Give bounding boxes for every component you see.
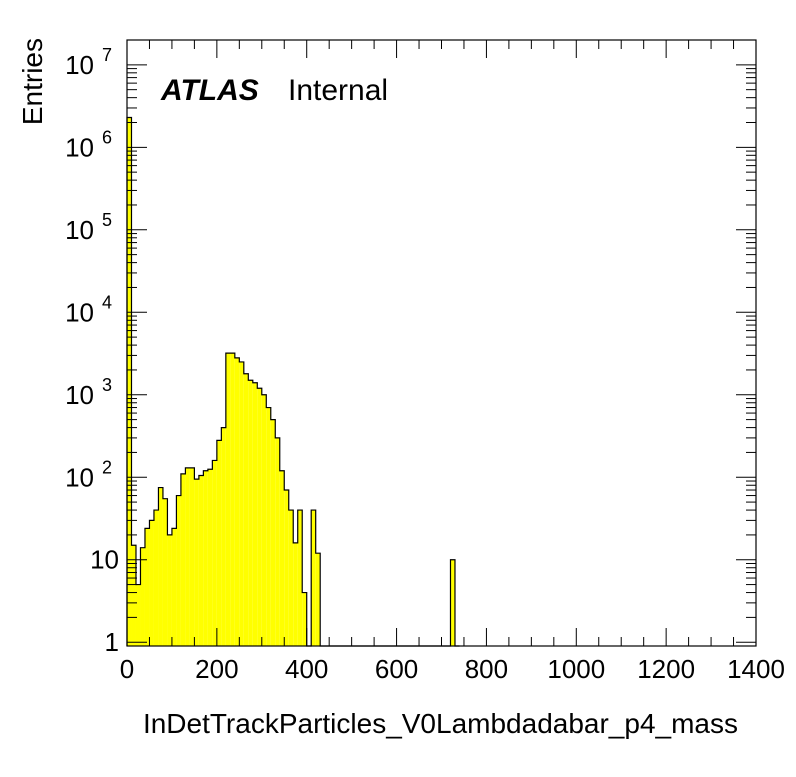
x-tick-label: 1400 <box>727 654 785 684</box>
histogram-bin <box>230 353 235 646</box>
histogram-bin <box>243 373 249 646</box>
y-tick-exponent: 2 <box>102 457 112 477</box>
histogram-bin <box>127 117 132 646</box>
histogram-bin <box>288 510 294 646</box>
histogram-bin <box>225 353 231 646</box>
histogram-bin <box>315 553 321 646</box>
y-axis: 1 10 10 2 10 3 10 4 10 5 10 6 10 7 <box>65 39 756 657</box>
histogram-bin <box>185 467 190 646</box>
y-tick-label: 10 <box>65 380 94 410</box>
y-tick-label: 10 <box>65 462 94 492</box>
histogram-bin <box>297 510 303 646</box>
histogram-bars <box>127 117 455 646</box>
histogram-bin <box>261 394 267 646</box>
histogram-bin <box>189 467 195 646</box>
x-tick-label: 400 <box>285 654 328 684</box>
y-tick-exponent: 4 <box>102 292 112 312</box>
histogram-bin <box>198 475 204 646</box>
histogram-bin <box>234 357 240 646</box>
y-tick-label: 1 <box>105 627 119 657</box>
histogram-bin <box>153 510 159 646</box>
y-tick-exponent: 6 <box>102 127 112 147</box>
x-tick-label: 1000 <box>547 654 605 684</box>
histogram-bin <box>131 545 136 646</box>
histogram-bin <box>450 559 455 646</box>
x-tick-label: 800 <box>465 654 508 684</box>
histogram-bin <box>311 510 316 646</box>
histogram-bin <box>252 382 258 646</box>
histogram-bin <box>149 520 154 646</box>
histogram-bin <box>212 460 217 646</box>
histogram-bin <box>266 407 271 646</box>
histogram-bin <box>144 528 150 646</box>
histogram-bin <box>171 528 177 646</box>
histogram-bin <box>140 547 145 646</box>
y-tick-label: 10 <box>65 297 94 327</box>
y-tick-exponent: 7 <box>102 45 112 65</box>
x-axis: 0 200 400 600 800 1000 1200 1400 <box>120 40 785 684</box>
histogram-bin <box>162 498 168 646</box>
histogram-bin <box>275 437 280 646</box>
histogram-bin <box>248 380 253 646</box>
histogram-bin <box>135 584 141 646</box>
histogram-bin <box>302 592 307 646</box>
histogram-bin <box>176 495 181 646</box>
y-tick-label: 10 <box>65 132 94 162</box>
x-tick-label: 0 <box>120 654 134 684</box>
histogram-bin <box>221 427 226 646</box>
histogram-bin <box>279 470 285 646</box>
y-tick-label: 10 <box>65 215 94 245</box>
histogram-bin <box>239 361 244 646</box>
histogram-bin <box>270 419 276 646</box>
y-tick-label: 10 <box>90 545 119 575</box>
histogram-bin <box>158 487 163 646</box>
histogram-bin <box>284 490 289 646</box>
y-tick-exponent: 3 <box>102 375 112 395</box>
histogram-bin <box>194 479 199 646</box>
histogram-bin <box>257 388 262 646</box>
histogram-bin <box>167 534 172 646</box>
x-tick-label: 1200 <box>637 654 695 684</box>
atlas-label: ATLAS <box>160 74 259 107</box>
y-tick-exponent: 5 <box>102 210 112 230</box>
internal-label: Internal <box>288 74 388 107</box>
histogram-bin <box>216 440 222 646</box>
histogram-bin <box>293 542 298 646</box>
histogram-bin <box>207 469 213 646</box>
x-axis-title: InDetTrackParticles_V0Lambdadabar_p4_mas… <box>143 708 738 739</box>
histogram-bin <box>180 473 186 646</box>
x-tick-label: 200 <box>195 654 238 684</box>
x-tick-label: 600 <box>375 654 418 684</box>
histogram-bin <box>203 470 208 646</box>
y-axis-title: Entries <box>17 38 48 125</box>
y-tick-label: 10 <box>65 50 94 80</box>
